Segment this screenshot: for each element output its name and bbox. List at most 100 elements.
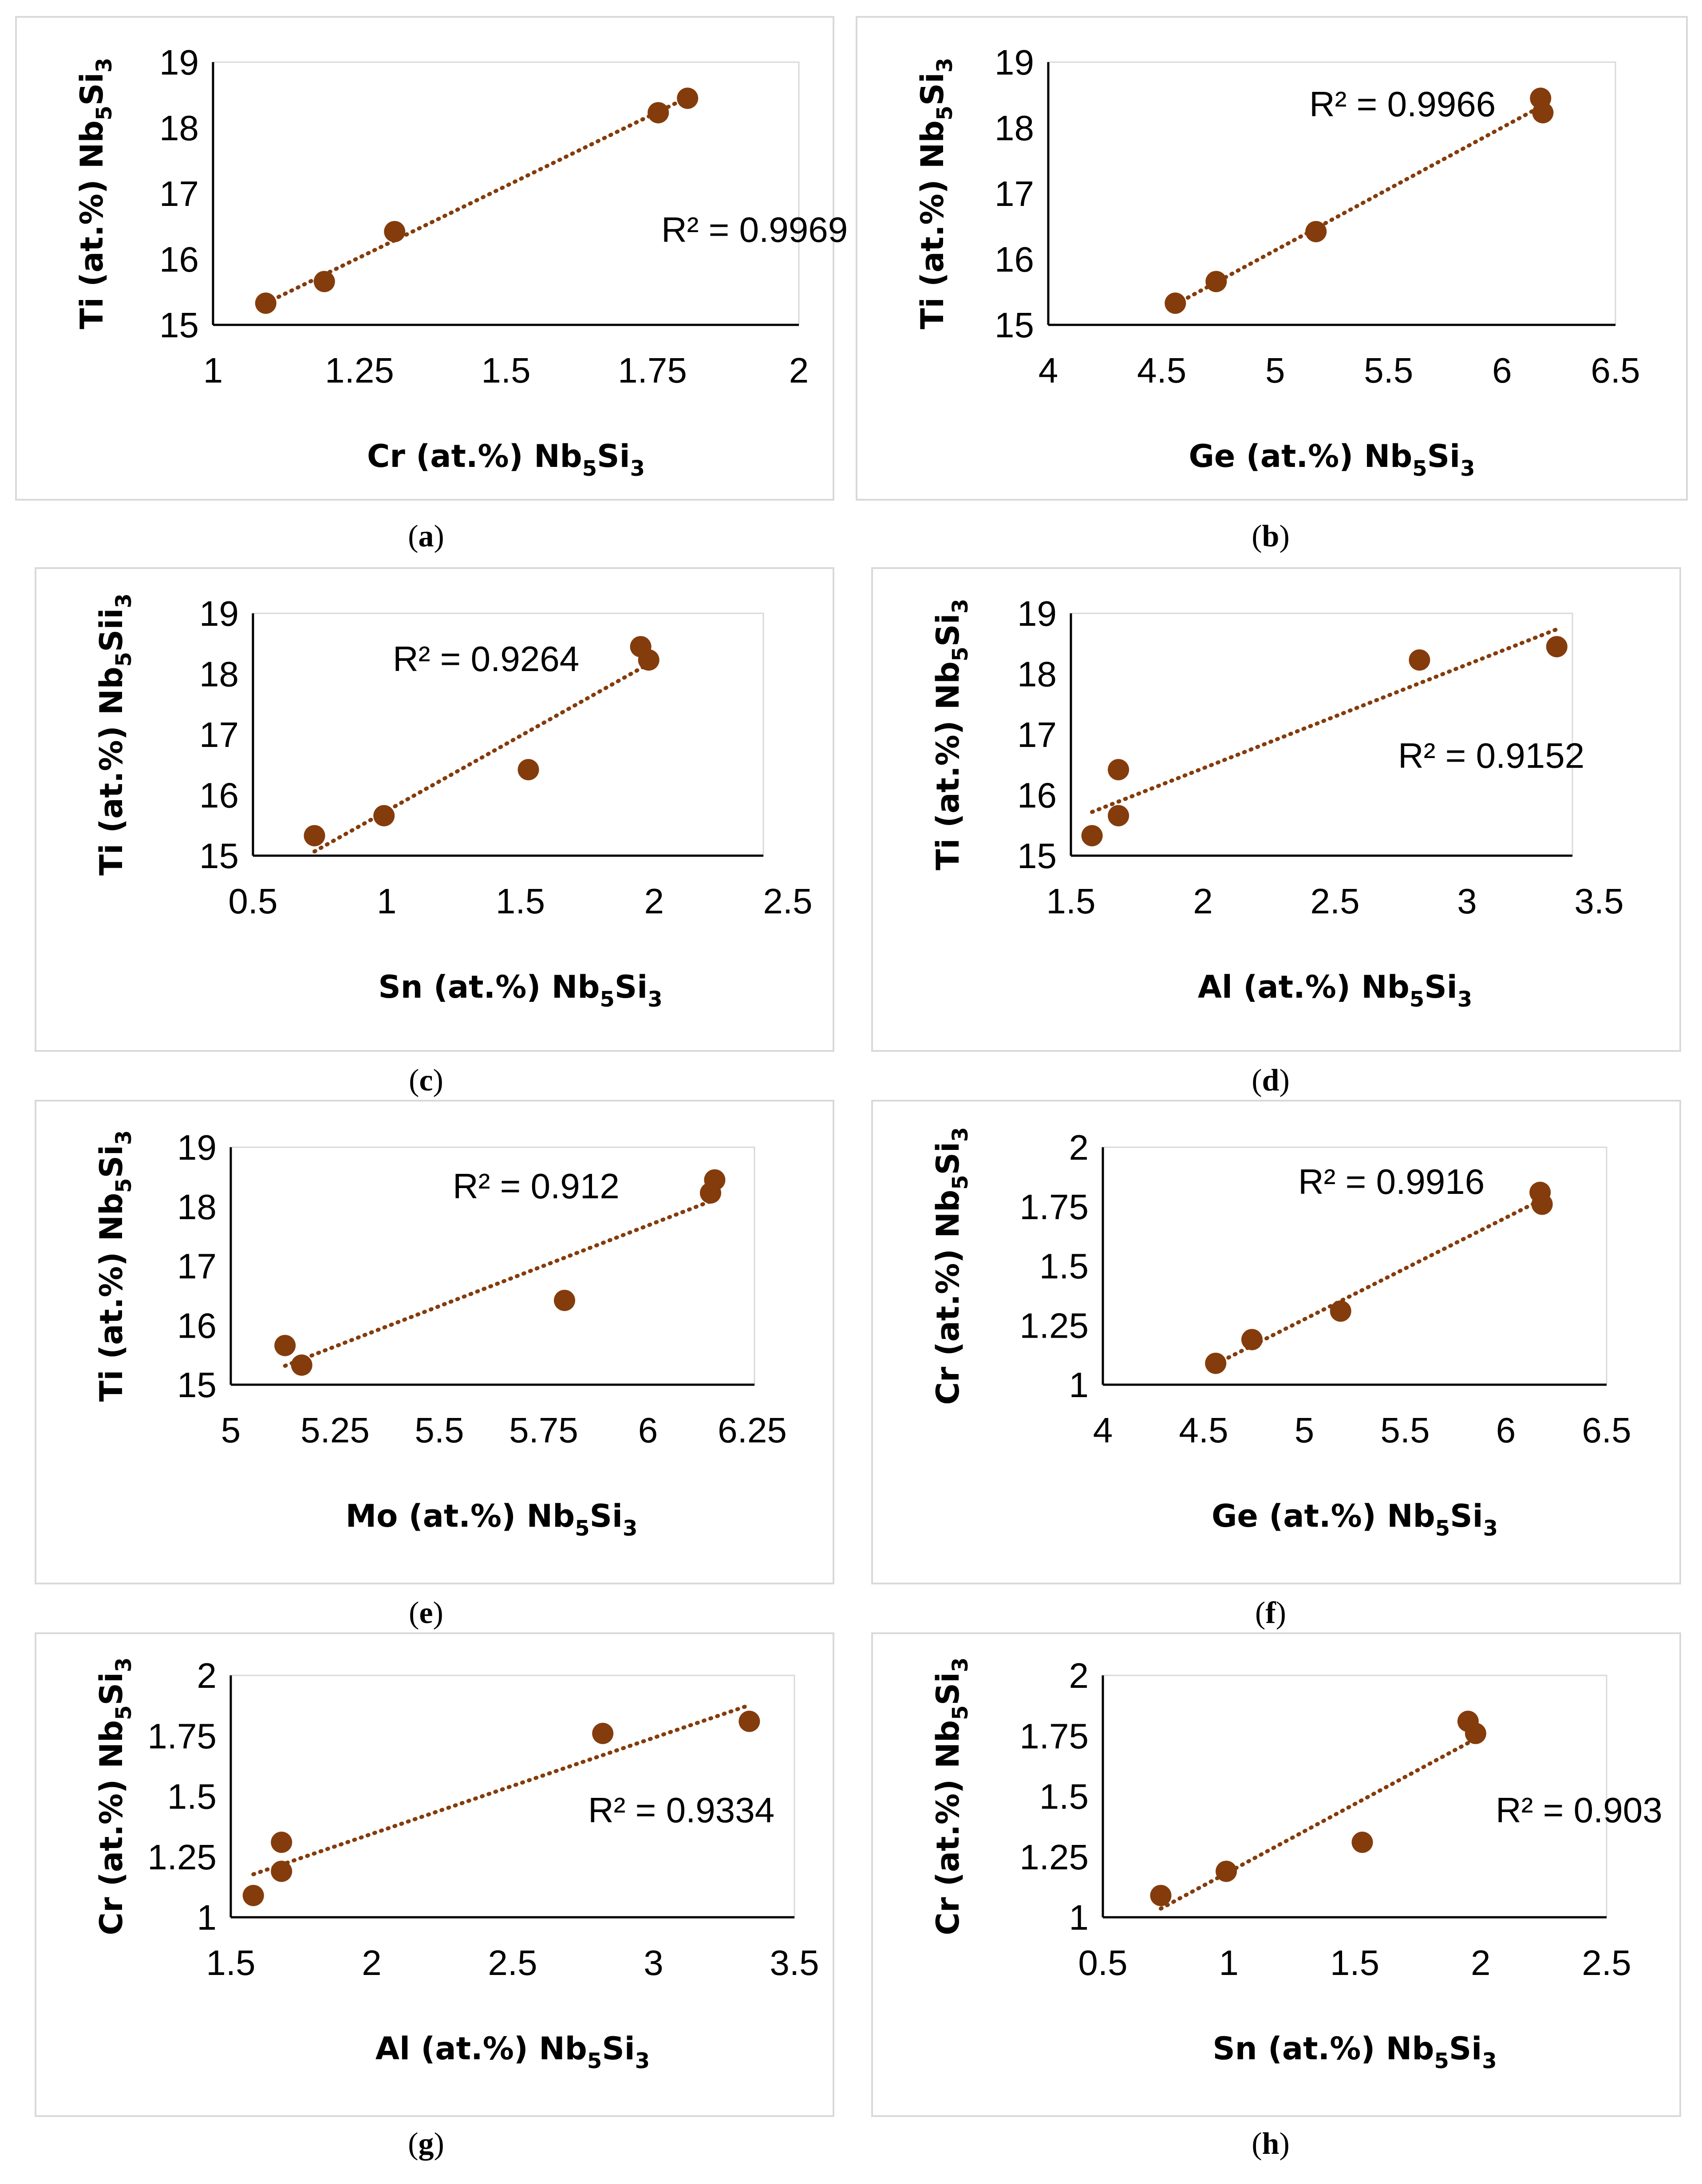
x-tick-label: 1.5 [496, 881, 545, 921]
y-tick-label: 15 [159, 305, 199, 345]
label-subscript: 5 [600, 987, 614, 1012]
y-tick-label: 2 [197, 1656, 217, 1695]
label-phase: Nb [1361, 969, 1410, 1005]
label-subscript: 5 [582, 456, 597, 481]
y-tick-label: 18 [199, 655, 239, 694]
label-subscript: 3 [948, 1657, 973, 1672]
x-tick-label: 2 [644, 881, 664, 921]
label-subscript: 5 [948, 647, 973, 661]
y-tick-label: 1.75 [1019, 1187, 1089, 1227]
label-subscript: 3 [111, 1130, 136, 1145]
x-axis-title: Al (at.%) Nb5Si3 [375, 2030, 650, 2073]
label-subscript: 5 [1434, 2049, 1449, 2073]
label-subscript: 5 [111, 1178, 136, 1193]
x-axis-title: Ge (at.%) Nb5Si3 [1212, 1498, 1498, 1541]
r-squared-label: R² = 0.9152 [1398, 736, 1584, 775]
data-point [1409, 649, 1430, 671]
trendline [251, 1703, 751, 1876]
trendline [1213, 1197, 1544, 1366]
label-phase: Nb [930, 661, 966, 710]
y-tick-label: 1.25 [1019, 1837, 1089, 1877]
y-tick-label: 1.75 [147, 1716, 217, 1756]
label-unit: (at.%) [1246, 438, 1353, 474]
x-axis-title: Mo (at.%) Nb5Si3 [346, 1498, 638, 1541]
x-axis-title: Cr (at.%) Nb5Si3 [367, 438, 645, 481]
data-point [1150, 1884, 1172, 1906]
label-subscript: 3 [648, 987, 662, 1012]
x-tick-label: 1.5 [206, 1943, 255, 1983]
label-unit: (at.%) [93, 1252, 130, 1359]
y-axis-title: Ti (at.%) Nb5Si3 [93, 1130, 136, 1402]
data-point [1205, 271, 1227, 292]
label-subscript: 3 [630, 456, 645, 481]
x-tick-label: 4.5 [1179, 1410, 1228, 1450]
panel-letter: a [419, 519, 434, 553]
label-phase: Nb [74, 120, 110, 169]
x-tick-label: 2.5 [1582, 1943, 1631, 1983]
data-point [1531, 1193, 1553, 1215]
y-tick-label: 16 [1017, 776, 1057, 815]
label-subscript: 5 [1412, 456, 1427, 481]
data-point [592, 1722, 614, 1744]
x-tick-label: 6 [638, 1410, 658, 1450]
y-tick-label: 19 [177, 1128, 217, 1167]
x-tick-label: 1.5 [481, 351, 530, 390]
y-tick-label: 16 [177, 1306, 217, 1345]
label-unit: (at.%) [1243, 969, 1350, 1005]
label-phase: Si [590, 1498, 623, 1534]
label-phase: Sii [93, 608, 130, 652]
data-point [1081, 825, 1103, 846]
panel-caption: (d) [1252, 1063, 1290, 1098]
label-unit: (at.%) [434, 969, 541, 1005]
label-phase: Si [93, 1145, 130, 1178]
x-axis-title: Sn (at.%) Nb5Si3 [1212, 2030, 1497, 2073]
label-subscript: 3 [623, 1516, 637, 1541]
label-element: Cr [930, 1897, 966, 1935]
y-tick-label: 17 [1017, 715, 1057, 754]
panel-letter: d [1262, 1063, 1279, 1098]
panel-border [871, 567, 1681, 1052]
label-phase: Nb [93, 1193, 130, 1241]
data-point [304, 825, 325, 846]
label-element: Ti [914, 297, 951, 329]
data-point [1165, 292, 1186, 314]
label-element: Cr [367, 438, 405, 474]
y-tick-label: 19 [1017, 594, 1057, 633]
y-tick-label: 18 [159, 108, 199, 148]
x-tick-label: 6.5 [1582, 1410, 1631, 1450]
panel-border [35, 1632, 834, 2117]
panel-border [871, 1100, 1681, 1584]
x-tick-label: 3 [1457, 881, 1477, 921]
label-element: Sn [378, 969, 423, 1005]
x-tick-label: 0.5 [1078, 1943, 1127, 1983]
label-subscript: 5 [111, 652, 136, 667]
label-unit: (at.%) [930, 1779, 966, 1886]
y-tick-label: 18 [995, 108, 1034, 148]
label-element: Mo [346, 1498, 398, 1534]
trendline [1090, 627, 1559, 814]
data-point [677, 87, 699, 109]
r-squared-label: R² = 0.9264 [393, 639, 579, 679]
label-unit: (at.%) [93, 1779, 130, 1886]
data-point [1330, 1300, 1351, 1322]
x-tick-label: 2 [362, 1943, 382, 1983]
x-tick-label: 6.5 [1591, 351, 1640, 390]
label-subscript: 5 [111, 1705, 136, 1720]
label-unit: (at.%) [93, 726, 130, 833]
x-tick-label: 4.5 [1137, 351, 1186, 390]
label-unit: (at.%) [421, 2030, 528, 2067]
label-unit: (at.%) [914, 179, 951, 286]
label-phase: Si [597, 438, 630, 474]
y-tick-label: 1 [1069, 1365, 1089, 1405]
y-tick-label: 15 [995, 305, 1034, 345]
x-axis-title: Sn (at.%) Nb5Si3 [378, 969, 662, 1012]
x-tick-label: 5.25 [300, 1410, 370, 1450]
y-tick-label: 17 [177, 1247, 217, 1286]
label-phase: Si [74, 72, 110, 105]
panel-border [35, 567, 834, 1052]
label-subscript: 5 [948, 1175, 973, 1189]
y-tick-label: 18 [177, 1187, 217, 1227]
